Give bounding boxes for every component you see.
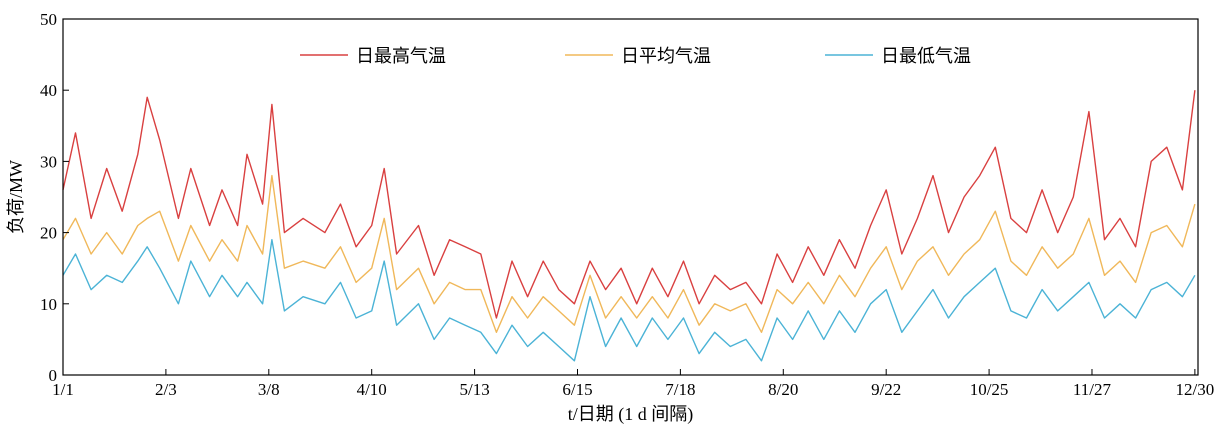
x-tick-label: 8/20 (768, 380, 798, 399)
y-tick-label: 10 (40, 295, 57, 314)
y-tick-label: 30 (40, 152, 57, 171)
series-line-3 (62, 238, 1196, 362)
series-line-2 (62, 174, 1196, 333)
x-tick-label: 5/13 (459, 380, 489, 399)
x-tick-label: 1/1 (52, 380, 74, 399)
y-axis-title: 负荷/MW (6, 160, 26, 234)
x-tick-label: 12/30 (1176, 380, 1215, 399)
x-tick-label: 4/10 (357, 380, 387, 399)
legend: 日最高气温 日平均气温 日最低气温 (300, 46, 971, 67)
legend-label-2: 日平均气温 (621, 46, 711, 67)
y-tick-label: 0 (49, 366, 58, 385)
y-tick-label: 50 (40, 10, 57, 29)
y-tick-label: 20 (40, 224, 57, 243)
x-tick-label: 9/22 (871, 380, 901, 399)
plot-frame (62, 18, 1199, 376)
x-axis-title: t/日期 (1 d 间隔) (568, 404, 694, 425)
y-tick-label: 40 (40, 81, 57, 100)
series-line-1 (62, 90, 1196, 319)
y-axis: 0 10 20 30 40 50 (40, 10, 69, 385)
x-axis: 1/1 2/3 3/8 4/10 5/13 6/15 7/18 8/20 9/22 10/25 11… (52, 369, 1214, 399)
legend-label-1: 日最高气温 (356, 46, 446, 67)
x-tick-label: 10/25 (970, 380, 1009, 399)
x-tick-label: 7/18 (665, 380, 695, 399)
series-layer (62, 90, 1196, 362)
x-tick-label: 6/15 (562, 380, 592, 399)
x-tick-label: 11/27 (1073, 380, 1112, 399)
x-tick-label: 3/8 (258, 380, 280, 399)
x-tick-label: 2/3 (155, 380, 177, 399)
legend-label-3: 日最低气温 (881, 46, 971, 67)
